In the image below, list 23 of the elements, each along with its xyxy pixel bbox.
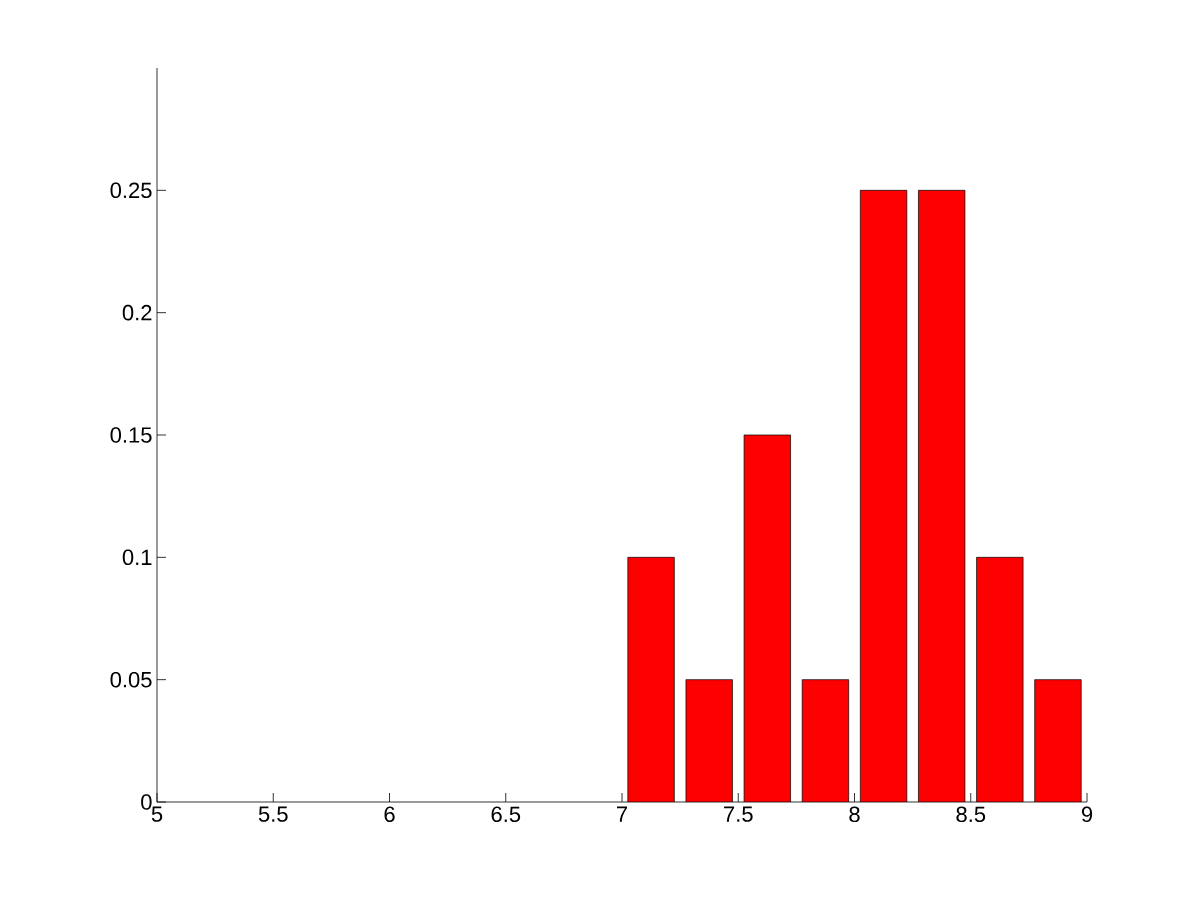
x-tick-label: 8.5 <box>956 806 986 823</box>
bar <box>627 556 675 802</box>
y-tick-label: 0.25 <box>110 182 152 199</box>
y-tick-label: 0.05 <box>110 671 152 688</box>
bar <box>801 679 850 802</box>
bar <box>918 189 966 802</box>
bar <box>1034 679 1082 802</box>
x-tick-label: 7.5 <box>724 806 753 822</box>
y-tick-label: 0.2 <box>122 304 152 321</box>
y-tick-label: 0 <box>141 794 152 810</box>
bar <box>685 679 733 802</box>
x-tick-label: 5.5 <box>258 806 288 822</box>
x-tick-label: 9 <box>1081 806 1093 823</box>
x-tick-label: 5 <box>151 806 163 822</box>
x-tick-label: 7 <box>617 806 628 822</box>
x-tick-label: 6 <box>384 806 395 823</box>
y-tick-label: 0.1 <box>122 549 152 566</box>
x-tick-label: 6.5 <box>491 806 521 823</box>
y-tick-label: 0.15 <box>110 427 152 443</box>
x-tick-label: 8 <box>849 806 860 823</box>
bar <box>976 556 1024 802</box>
bar <box>743 434 791 802</box>
bar <box>859 189 908 802</box>
